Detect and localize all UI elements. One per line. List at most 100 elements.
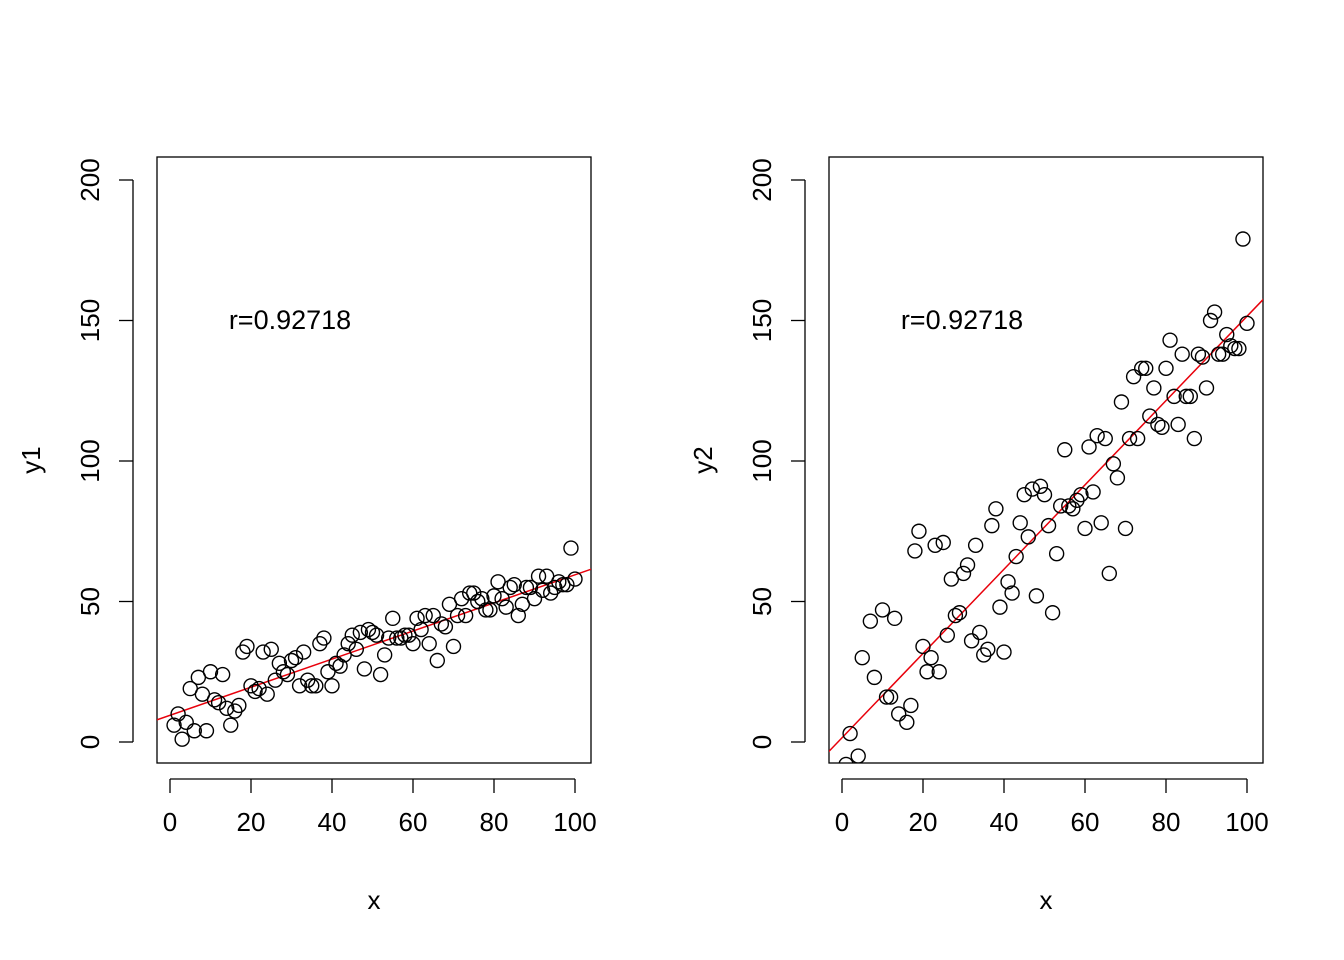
data-point (903, 697, 919, 714)
data-point (1235, 231, 1251, 247)
data-point (1081, 439, 1097, 455)
data-point (316, 630, 332, 646)
data-point (1129, 430, 1146, 447)
regression-line (157, 568, 591, 721)
x-tick-label: 20 (909, 807, 938, 837)
data-point (1089, 428, 1105, 444)
data-point (559, 576, 575, 593)
data-point (530, 568, 547, 584)
data-point (381, 630, 397, 646)
data-point (413, 621, 429, 638)
x-axis-label: x (1040, 885, 1053, 915)
data-point (1020, 529, 1037, 545)
data-point (1109, 470, 1126, 486)
data-point (470, 593, 486, 610)
data-point (854, 650, 870, 666)
data-point (360, 621, 377, 638)
data-point (1097, 430, 1113, 447)
data-point (433, 616, 450, 632)
data-point (1146, 380, 1162, 396)
data-point (1101, 565, 1118, 582)
data-point (1190, 346, 1207, 362)
data-point (482, 602, 498, 618)
data-point (405, 635, 421, 652)
data-point (1182, 388, 1199, 405)
data-point (328, 655, 344, 672)
data-point (911, 523, 927, 539)
plot-panel-y2: 0 20 40 60 80 100 0 50 100 150 200 x y2 r=0.92718 (688, 156, 1269, 915)
y-tick-label: 150 (75, 299, 105, 342)
data-point (1040, 517, 1057, 534)
data-point (198, 723, 215, 739)
plot-area (829, 231, 1263, 763)
data-point (522, 579, 539, 596)
data-point (304, 678, 320, 694)
data-point (376, 647, 393, 663)
x-tick-label: 100 (553, 807, 596, 837)
data-point (356, 661, 373, 677)
data-point (429, 652, 445, 669)
data-point (372, 666, 389, 683)
data-point (1093, 515, 1109, 531)
data-point (1036, 487, 1053, 503)
data-point (1057, 442, 1073, 458)
y-tick-label: 100 (747, 439, 777, 482)
data-point (174, 731, 190, 747)
data-point (1138, 360, 1154, 376)
data-point (1113, 394, 1130, 410)
data-point (1223, 338, 1239, 354)
data-point (963, 633, 980, 649)
data-point (1142, 408, 1158, 424)
data-point (838, 756, 854, 763)
data-point (223, 717, 239, 733)
data-point (239, 638, 255, 655)
x-tick-label: 40 (990, 807, 1019, 837)
data-point (850, 748, 866, 763)
data-point (862, 613, 879, 629)
x-tick-label: 0 (163, 807, 177, 837)
data-point (231, 697, 247, 714)
data-point (866, 669, 883, 686)
data-point (218, 700, 235, 716)
data-point (947, 607, 964, 624)
data-point (919, 664, 935, 680)
data-point (1150, 416, 1166, 433)
data-point (931, 664, 947, 680)
data-point (1044, 605, 1061, 621)
data-point (344, 627, 360, 643)
data-point (1194, 349, 1211, 365)
data-point (1239, 315, 1255, 332)
data-point (988, 501, 1004, 517)
data-point (1174, 346, 1190, 362)
x-tick-label: 40 (318, 807, 347, 837)
data-point (445, 638, 462, 655)
data-point (996, 644, 1012, 660)
data-point (498, 599, 514, 615)
data-point (279, 666, 296, 683)
data-point (1121, 430, 1138, 447)
correlation-annotation: r=0.92718 (901, 305, 1023, 335)
data-point (210, 694, 227, 711)
data-point (951, 605, 968, 621)
data-point (1158, 360, 1174, 376)
data-point (1016, 487, 1032, 503)
data-point (935, 534, 951, 551)
data-point (1004, 585, 1020, 601)
data-point (1105, 456, 1122, 472)
data-point (927, 537, 943, 553)
data-point (368, 627, 385, 643)
data-point (275, 664, 292, 680)
data-point (907, 543, 923, 559)
data-point (1210, 346, 1227, 362)
data-point (502, 579, 518, 596)
data-point (1000, 574, 1016, 590)
data-point (295, 644, 312, 660)
data-point (425, 607, 441, 624)
data-point (206, 692, 223, 708)
data-point (255, 644, 271, 660)
data-point (1219, 326, 1235, 343)
data-point (534, 582, 551, 598)
data-point (486, 588, 502, 604)
data-point (1117, 520, 1134, 537)
correlation-annotation: r=0.92718 (229, 305, 351, 335)
